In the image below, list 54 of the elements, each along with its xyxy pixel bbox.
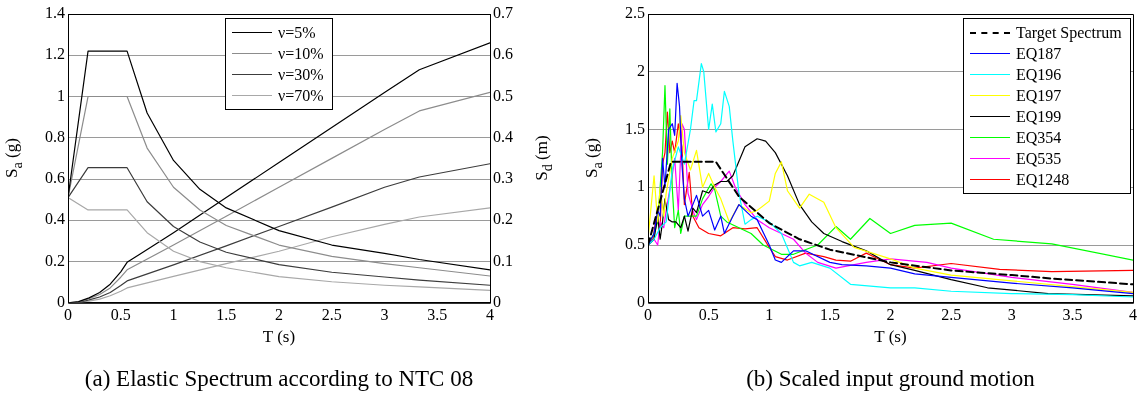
text: (a) Elastic Spectrum according to NTC 08 [84, 366, 474, 392]
legend-label: ν=5% [278, 23, 316, 42]
y-tick-label: 1.5 [625, 119, 645, 137]
x-tick-label: 4 [486, 305, 494, 323]
x-axis-title: T (s) [874, 326, 907, 347]
legend-label: EQ535 [1016, 149, 1062, 168]
legend-label: EQ187 [1016, 44, 1062, 63]
y-tick-label: 0 [637, 293, 645, 310]
x-tick-label: 1 [169, 305, 178, 323]
x-tick-label: 0.5 [698, 305, 719, 323]
y2-tick-label: 0.2 [493, 210, 513, 228]
y2-tick-label: 0.3 [493, 169, 513, 187]
x-tick-label: 1.5 [819, 305, 840, 323]
x-tick-label: 4 [1129, 305, 1137, 323]
y-tick-label: 0.8 [45, 127, 65, 145]
x-axis-title: T (s) [262, 326, 296, 347]
x-tick-label: 3.5 [1062, 305, 1083, 323]
y-tick-label: 2 [637, 61, 645, 79]
y-tick-label: 1 [57, 86, 65, 104]
y-tick-label: 1.4 [45, 4, 65, 22]
y2-tick-label: 0.5 [493, 86, 513, 104]
x-tick-label: 1 [765, 305, 774, 323]
legend-label: EQ1248 [1016, 170, 1070, 189]
x-tick-label: 2.5 [941, 305, 962, 323]
y2-tick-label: 0.6 [493, 45, 513, 63]
x-tick-label: 1.5 [216, 305, 237, 323]
legend-label: ν=70% [278, 86, 324, 105]
x-tick-label: 3.5 [427, 305, 448, 323]
legend-label: ν=30% [278, 65, 324, 84]
x-tick-label: 3 [1007, 305, 1016, 323]
y-tick-label: 0.4 [45, 210, 65, 228]
legend-label: EQ199 [1016, 107, 1062, 126]
y-tick-label: 0 [57, 293, 65, 310]
y-tick-label: 0.5 [625, 235, 645, 253]
y-tick-label: 0.6 [45, 169, 65, 187]
legend-label: ν=10% [278, 44, 324, 63]
y2-tick-label: 0.4 [493, 127, 513, 145]
y2-tick-label: 0.1 [493, 251, 513, 269]
y-tick-label: 1.2 [45, 45, 65, 63]
legend-label: EQ196 [1016, 65, 1062, 84]
text: (b) Scaled input ground motion [746, 366, 1035, 392]
y2-tick-label: 0 [493, 293, 501, 310]
legend-label: EQ354 [1016, 128, 1062, 147]
x-tick-label: 2 [886, 305, 895, 323]
x-tick-label: 0.5 [110, 305, 131, 323]
x-tick-label: 2.5 [321, 305, 342, 323]
y-tick-label: 1 [637, 177, 645, 195]
x-tick-label: 2 [275, 305, 283, 323]
legend-label: EQ197 [1016, 86, 1062, 105]
y2-tick-label: 0.7 [493, 4, 513, 22]
y-tick-label: 0.2 [45, 251, 65, 269]
y-tick-label: 2.5 [625, 4, 645, 22]
legend-label: Target Spectrum [1016, 23, 1122, 42]
x-tick-label: 3 [380, 305, 389, 323]
